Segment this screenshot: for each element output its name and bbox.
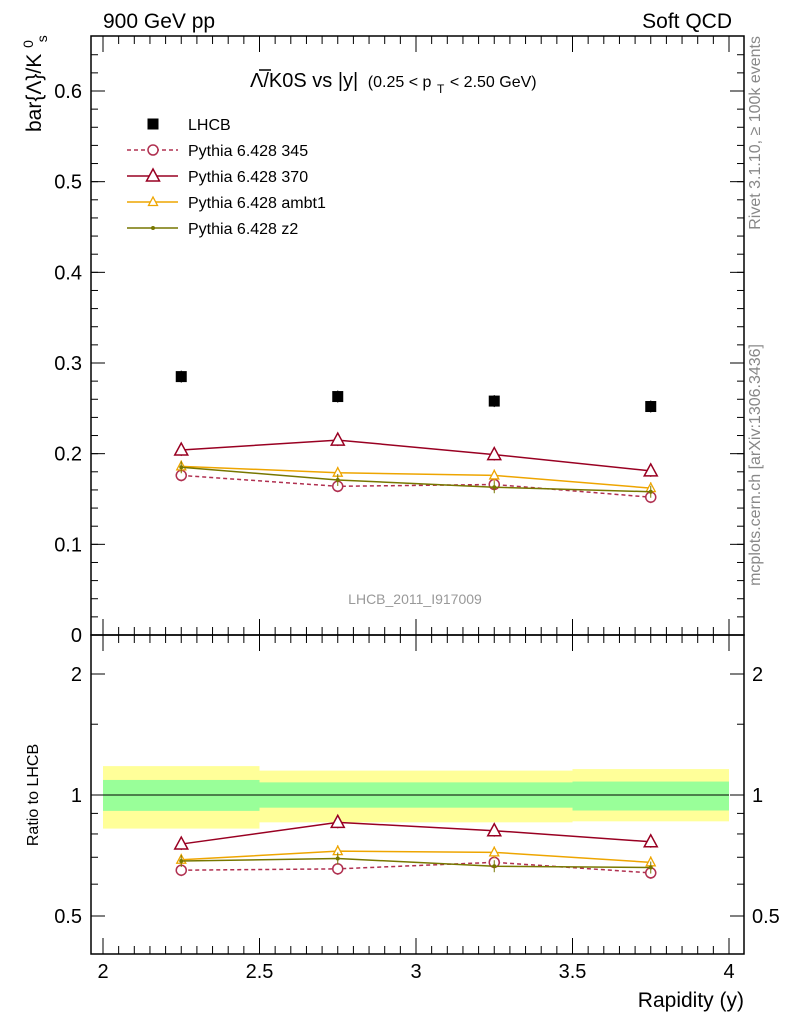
- main-data-point: [492, 485, 497, 490]
- legend-marker-1: [147, 144, 159, 156]
- ratio-data-point: [642, 833, 659, 848]
- main-y-axis-label: bar{Λ}/K 0 s: [15, 34, 50, 132]
- ratio-series-line: [181, 821, 651, 845]
- ratio-y-tick-label-right: 2: [752, 664, 763, 686]
- ratio-data-point: [488, 845, 500, 857]
- mcplots-label: mcplots.cern.ch [arXiv:1306.3436]: [747, 344, 764, 586]
- main-data-point: [486, 445, 503, 461]
- plot-title: Λ/K0S vs |y| (0.25 < p T < 2.50 GeV): [250, 70, 537, 98]
- ratio-data-point: [173, 835, 190, 850]
- ratio-y-tick-label-right: 1: [752, 785, 763, 807]
- main-series-line: [181, 465, 651, 489]
- ratio-data-point: [492, 864, 497, 869]
- main-data-point: [332, 391, 344, 403]
- ratio-series-line: [181, 861, 651, 874]
- ratio-band-inner-3: [572, 781, 729, 811]
- ratio-series-3: [179, 852, 653, 874]
- analysis-id: LHCB_2011_I917009: [348, 591, 482, 607]
- main-y-tick-label: 0.6: [54, 81, 82, 103]
- main-data-point: [173, 441, 190, 456]
- main-y-tick-label: 0.3: [54, 353, 82, 375]
- x-tick-label: 3.5: [559, 961, 587, 983]
- legend-marker-2: [145, 167, 161, 182]
- ratio-series-line: [181, 857, 651, 869]
- main-y-tick-label: 0.5: [54, 172, 82, 194]
- legend: LHCB Pythia 6.428 345 Pythia 6.428 370 Pyth…: [127, 117, 326, 238]
- main-data-point: [642, 462, 659, 477]
- legend-marker-0: [147, 118, 159, 130]
- main-data-point: [488, 469, 500, 480]
- plot-title-range: (0.25 < p: [368, 74, 432, 91]
- ratio-series-line: [181, 850, 651, 864]
- x-tick-label: 4: [723, 961, 734, 983]
- main-y-tick-label: 0.4: [54, 262, 82, 284]
- x-axis-label: Rapidity (y): [638, 989, 744, 1012]
- plot-title-main: Λ/K0S vs |y|: [250, 70, 358, 92]
- main-data-point: [179, 465, 184, 470]
- ratio-data-point: [648, 865, 653, 870]
- ratio-data-point: [335, 856, 340, 861]
- main-y-tick-label: 0.1: [54, 534, 82, 556]
- main-series-line: [181, 439, 651, 472]
- legend-marker-3: [147, 195, 159, 207]
- ratio-data-point: [486, 822, 503, 837]
- ratio-y-axis-label: Ratio to LHCB: [25, 744, 42, 846]
- main-data-point: [645, 401, 657, 413]
- main-series-2: [173, 431, 659, 477]
- ratio-data-point: [332, 863, 344, 875]
- legend-label-3: Pythia 6.428 ambt1: [188, 195, 326, 212]
- x-tick-label: 2.5: [246, 961, 274, 983]
- legend-label-1: Pythia 6.428 345: [188, 143, 308, 160]
- ratio-y-tick-label-right: 0.5: [752, 906, 780, 928]
- main-y-axis-label-sup: 0: [20, 40, 36, 48]
- ratio-y-tick-label-left: 1: [71, 785, 82, 807]
- main-data-point: [329, 431, 346, 446]
- main-y-axis-label-sub: s: [34, 35, 50, 42]
- main-y-axis-label-text: bar{Λ}/K: [23, 54, 46, 132]
- legend-label-0: LHCB: [188, 117, 231, 134]
- legend-marker-4: [151, 226, 155, 230]
- main-series-line: [181, 466, 651, 493]
- main-y-tick-label: 0: [71, 625, 82, 647]
- header-right-label: Soft QCD: [642, 10, 732, 33]
- plot-title-range-sub: T: [437, 82, 445, 96]
- ratio-data-point: [329, 813, 346, 829]
- ratio-data-point: [179, 859, 184, 864]
- main-data-point: [648, 489, 653, 494]
- main-series-3: [175, 459, 657, 495]
- header-left-label: 900 GeV pp: [103, 10, 215, 33]
- main-data-point: [335, 477, 340, 482]
- main-series-0: [175, 370, 657, 413]
- rivet-label: Rivet 3.1.10, ≥ 100k events: [747, 36, 764, 230]
- ratio-series-1: [173, 813, 659, 851]
- main-data-point: [175, 371, 187, 383]
- plot-title-range-end: < 2.50 GeV): [450, 74, 537, 91]
- legend-label-2: Pythia 6.428 370: [188, 169, 308, 186]
- main-series-line: [181, 474, 651, 498]
- x-tick-label: 2: [97, 961, 108, 983]
- ratio-y-tick-label-left: 0.5: [54, 906, 82, 928]
- ratio-y-tick-label-left: 2: [71, 664, 82, 686]
- x-tick-label: 3: [410, 961, 421, 983]
- main-y-tick-label: 0.2: [54, 444, 82, 466]
- main-data-point: [488, 395, 500, 407]
- legend-label-4: Pythia 6.428 z2: [188, 221, 298, 238]
- main-series-4: [179, 461, 653, 498]
